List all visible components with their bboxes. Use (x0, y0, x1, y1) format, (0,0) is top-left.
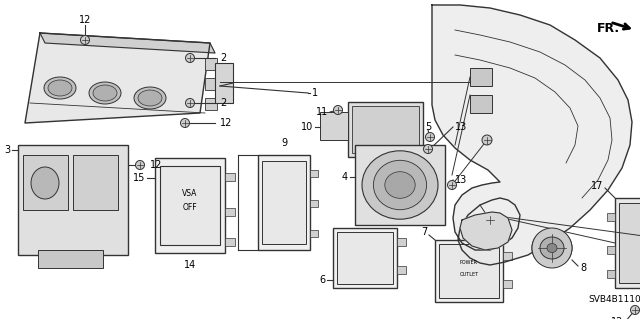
Bar (470, 68, 492, 86)
Bar (619, 203, 640, 283)
Text: 8: 8 (580, 263, 586, 273)
Text: 4: 4 (342, 172, 348, 182)
Polygon shape (460, 212, 512, 250)
Bar (397, 238, 406, 246)
Bar (615, 198, 640, 288)
Text: 2: 2 (220, 53, 227, 63)
Bar (607, 246, 615, 254)
Text: 5: 5 (425, 122, 431, 132)
Bar (160, 166, 220, 245)
Text: 13: 13 (455, 122, 467, 132)
Ellipse shape (134, 87, 166, 109)
Circle shape (482, 135, 492, 145)
Text: VSA: VSA (182, 189, 198, 197)
Bar (435, 240, 503, 302)
Text: OFF: OFF (182, 204, 197, 212)
Circle shape (180, 118, 189, 128)
Ellipse shape (138, 90, 162, 106)
Bar (225, 208, 235, 216)
Circle shape (532, 228, 572, 268)
Ellipse shape (532, 229, 572, 267)
Text: 10: 10 (301, 122, 313, 132)
Text: OUTLET: OUTLET (460, 271, 479, 277)
Bar (23, 155, 68, 210)
Circle shape (630, 306, 639, 315)
Ellipse shape (385, 172, 415, 198)
Bar (205, 78, 217, 90)
Bar (352, 106, 419, 153)
Bar (262, 161, 306, 244)
Bar (18, 145, 128, 255)
Text: 9: 9 (281, 138, 287, 148)
Bar (73, 155, 118, 210)
Bar (310, 230, 318, 237)
Bar (355, 145, 445, 225)
Text: FR.: FR. (597, 22, 620, 35)
Bar (310, 170, 318, 177)
Bar (225, 173, 235, 181)
Bar (38, 250, 103, 268)
Text: 6: 6 (319, 275, 325, 285)
Text: 12: 12 (79, 15, 91, 25)
Polygon shape (40, 33, 215, 53)
Text: 11: 11 (316, 107, 328, 117)
Circle shape (136, 160, 145, 169)
Bar (503, 252, 512, 260)
Ellipse shape (31, 167, 59, 199)
Circle shape (81, 35, 90, 44)
Circle shape (447, 181, 456, 189)
Circle shape (186, 99, 195, 108)
Text: 2: 2 (220, 98, 227, 108)
Ellipse shape (48, 80, 72, 96)
Ellipse shape (44, 77, 76, 99)
Bar (470, 95, 492, 113)
Bar (607, 213, 615, 221)
Text: 7: 7 (420, 227, 427, 237)
Bar (225, 238, 235, 246)
Ellipse shape (89, 82, 121, 104)
Text: 14: 14 (184, 260, 196, 270)
Bar (439, 244, 499, 298)
Ellipse shape (362, 151, 438, 219)
Bar (337, 232, 393, 284)
Bar (607, 270, 615, 278)
Text: 17: 17 (591, 181, 603, 191)
Text: 15: 15 (132, 173, 145, 183)
Circle shape (424, 145, 433, 153)
Text: 12: 12 (220, 118, 232, 128)
Text: SVB4B1110: SVB4B1110 (589, 295, 640, 305)
Bar (397, 266, 406, 274)
Ellipse shape (373, 160, 427, 210)
Polygon shape (432, 5, 632, 265)
Bar (215, 63, 233, 103)
Bar (155, 158, 225, 253)
Bar (503, 280, 512, 288)
Circle shape (186, 54, 195, 63)
Ellipse shape (93, 85, 117, 101)
Text: 13: 13 (455, 175, 467, 185)
Circle shape (426, 132, 435, 142)
Text: 12: 12 (611, 317, 623, 319)
Ellipse shape (547, 243, 557, 253)
Bar (333, 228, 397, 288)
Bar (348, 102, 423, 157)
Bar (320, 112, 348, 140)
Ellipse shape (540, 237, 564, 259)
Text: POWER: POWER (460, 259, 478, 264)
Circle shape (333, 106, 342, 115)
Bar (205, 98, 217, 110)
Bar (310, 200, 318, 207)
Polygon shape (25, 33, 210, 123)
Text: 12: 12 (150, 160, 163, 170)
Bar (205, 58, 217, 70)
Bar (258, 155, 310, 250)
Text: 3: 3 (4, 145, 10, 155)
Text: 1: 1 (312, 88, 318, 98)
Circle shape (484, 214, 496, 226)
